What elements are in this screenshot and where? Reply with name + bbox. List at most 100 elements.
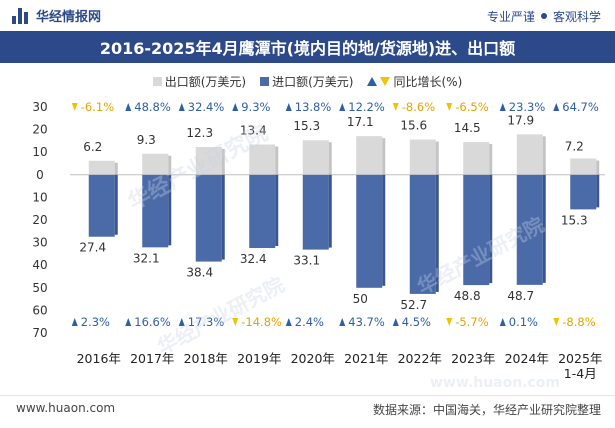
x-category-label: 2021年 <box>344 351 388 366</box>
import-bar-shade <box>114 174 118 235</box>
export-growth-label: 9.3% <box>241 100 270 114</box>
x-category-label: 2023年 <box>451 351 495 366</box>
import-value-label: 48.8 <box>454 289 481 303</box>
import-bar-shade <box>221 174 225 260</box>
export-value-label: 13.4 <box>240 124 267 138</box>
brand-logo-icon <box>12 7 30 24</box>
export-value-label: 6.2 <box>83 140 102 154</box>
x-category-label: 1-4月 <box>564 366 597 381</box>
import-bar-shade <box>168 174 172 246</box>
export-bar-shade <box>114 162 118 175</box>
legend-import-label: 进口额(万美元) <box>272 74 354 89</box>
triangle-down-icon <box>380 76 391 86</box>
y-tick-label: 30 <box>32 236 47 250</box>
brand[interactable]: 华经情报网 <box>12 6 101 25</box>
export-growth-label: 32.4% <box>188 100 225 114</box>
import-bar <box>195 174 222 262</box>
growth-up-icon <box>178 103 185 111</box>
import-bar-shade <box>596 174 600 208</box>
export-value-label: 14.5 <box>454 121 481 135</box>
export-bar <box>195 147 222 175</box>
export-growth-label: 12.2% <box>348 100 385 114</box>
x-category-label: 2024年 <box>505 351 549 366</box>
footer-source: 数据来源：中国海关，华经产业研究院整理 <box>372 403 601 417</box>
growth-down-icon <box>392 103 399 111</box>
export-bar-shade <box>221 149 225 175</box>
legend-item-import[interactable]: 进口额(万美元) <box>260 73 353 90</box>
growth-up-icon <box>125 103 132 111</box>
import-value-label: 50 <box>353 292 368 306</box>
import-value-label: 52.7 <box>400 298 427 312</box>
import-bar <box>409 174 436 294</box>
import-growth-label: 43.7% <box>348 315 385 329</box>
export-bar-shade <box>596 160 600 175</box>
growth-down-icon <box>446 103 453 111</box>
import-bar <box>356 174 383 288</box>
export-value-label: 12.3 <box>186 126 213 140</box>
import-growth-label: 2.4% <box>295 315 324 329</box>
import-growth-label: 4.5% <box>402 315 431 329</box>
growth-up-icon <box>285 103 292 111</box>
export-bar <box>409 139 436 175</box>
import-bar-shade <box>382 174 386 286</box>
growth-up-icon <box>553 103 560 111</box>
growth-up-icon <box>339 103 346 111</box>
growth-up-icon <box>71 318 78 326</box>
chart-title: 2016-2025年4月鹰潭市(境内目的地/货源地)进、出口额 <box>99 39 516 58</box>
tagline-left: 专业严谨 <box>486 10 535 24</box>
import-bar <box>249 174 276 249</box>
export-growth-label: 64.7% <box>562 100 599 114</box>
export-value-label: 7.2 <box>565 140 584 154</box>
y-tick-label: 70 <box>32 326 47 340</box>
export-bar-shade <box>489 144 493 175</box>
footer: www.huaon.com 数据来源：中国海关，华经产业研究院整理 <box>0 395 615 428</box>
y-tick-label: 30 <box>32 100 47 114</box>
import-value-label: 33.1 <box>293 254 320 268</box>
export-growth-label: 13.8% <box>295 100 332 114</box>
import-bar <box>516 174 543 285</box>
export-growth-label: -8.6% <box>402 100 435 114</box>
export-growth-label: -6.5% <box>455 100 488 114</box>
x-category-label: 2019年 <box>237 351 281 366</box>
growth-up-icon <box>339 318 346 326</box>
y-tick-label: 60 <box>32 303 47 317</box>
export-bar-shade <box>275 146 279 175</box>
growth-up-icon <box>392 318 399 326</box>
import-growth-label: 0.1% <box>509 315 538 329</box>
x-category-label: 2022年 <box>398 351 442 366</box>
export-value-label: 17.9 <box>507 113 534 127</box>
legend-growth-label: 同比增长(%) <box>393 74 463 89</box>
legend-item-growth[interactable]: 同比增长(%) <box>367 73 462 90</box>
growth-down-icon <box>71 103 78 111</box>
legend-item-export[interactable]: 出口额(万美元) <box>152 73 247 90</box>
import-growth-label: 16.6% <box>134 315 171 329</box>
import-growth-label: -5.7% <box>455 315 488 329</box>
export-bar-shade <box>382 138 386 175</box>
y-tick-label: 20 <box>32 213 47 227</box>
import-bar-shade <box>275 174 279 247</box>
y-tick-label: 20 <box>32 123 47 137</box>
footer-url[interactable]: www.huaon.com <box>16 401 116 415</box>
x-category-label: 2018年 <box>184 351 228 366</box>
export-bar <box>88 160 115 175</box>
chart-title-bar: 2016-2025年4月鹰潭市(境内目的地/货源地)进、出口额 <box>0 31 615 63</box>
export-bar <box>249 144 276 175</box>
tagline-right: 客观科学 <box>552 10 601 24</box>
chart-canvas: 30 20 10 0 10 20 30 40 50 60 70 6.2 27.4 -6.1% 2.3% 201… <box>32 100 605 381</box>
tagline: 专业严谨 客观科学 <box>487 8 601 25</box>
legend-export-label: 出口额(万美元) <box>164 74 247 89</box>
x-category-label: 2017年 <box>130 351 174 366</box>
export-bar-shade <box>168 155 172 175</box>
import-value-label: 32.4 <box>240 252 267 266</box>
export-bar-shade <box>328 142 332 175</box>
dot-icon <box>540 13 547 19</box>
import-value-label: 38.4 <box>186 266 213 280</box>
import-bar-shade <box>542 174 546 283</box>
x-category-label: 2025年 <box>558 351 602 366</box>
growth-up-icon <box>125 318 132 326</box>
import-growth-label: 17.3% <box>188 315 225 329</box>
export-bar-shade <box>435 141 439 175</box>
growth-down-icon <box>553 318 560 326</box>
x-category-label: 2016年 <box>77 351 121 366</box>
legend: 出口额(万美元) 进口额(万美元) 同比增长(%) <box>0 72 615 90</box>
